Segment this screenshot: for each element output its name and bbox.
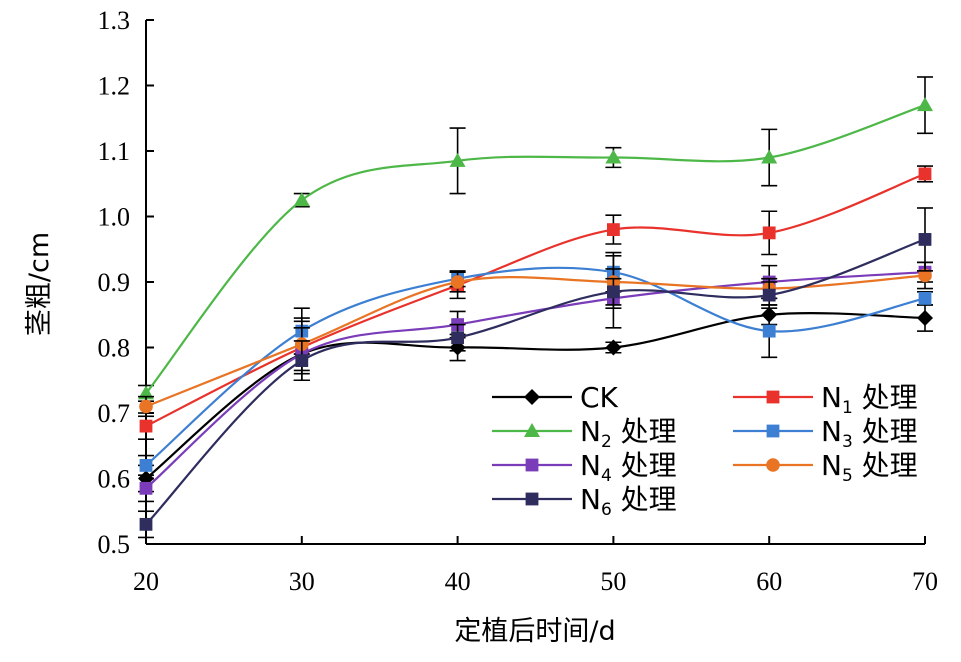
legend-label-subscript: 6 [601,500,612,520]
series-layer [138,76,933,539]
point-marker [918,167,932,181]
point-marker [139,517,153,531]
legend-label-base: CK [580,381,619,414]
legend-label-subscript: 4 [601,466,612,486]
series-line [145,238,926,526]
point-marker [605,339,622,356]
series-line [145,172,926,428]
legend-label: N6 处理 [580,483,677,520]
series-line [145,274,926,408]
legend-label: N3 处理 [821,415,918,452]
y-tick-label: 0.6 [98,465,131,494]
y-tick-label: 0.7 [98,399,131,428]
legend-label-subscript: 5 [842,466,853,486]
point-marker [917,97,933,112]
x-tick-label: 20 [133,567,159,596]
point-marker [607,223,620,236]
point-marker [917,310,933,327]
legend-label-suffix: 处理 [853,415,918,448]
y-ticks: 0.5 0.6 0.7 0.8 0.9 1.0 1.1 1.2 1.3 [98,6,154,559]
legend-label-suffix: 处理 [853,381,918,414]
point-marker [139,399,153,414]
axes: 0.5 0.6 0.7 0.8 0.9 1.0 1.1 1.2 1.3 20 30 40 50 60 70 [98,6,939,596]
point-marker [918,291,932,305]
point-marker [139,419,153,433]
legend-item: N2 处理 [492,415,677,452]
legend-label: N4 处理 [580,449,677,486]
legend-label: N1 处理 [821,381,918,418]
y-tick-label: 0.5 [98,530,131,559]
point-marker [295,354,309,367]
point-marker [139,459,153,472]
legend-label: N2 处理 [580,415,677,452]
legend-item: N1 处理 [733,381,918,418]
y-tick-label: 1.0 [98,203,131,232]
y-tick-label: 0.9 [98,268,131,297]
x-tick-label: 60 [756,567,782,596]
legend-item: N3 处理 [733,415,918,452]
point-marker [607,285,620,299]
point-marker [293,192,310,207]
legend-label-base: N [580,415,601,448]
legend-label-subscript: 3 [842,432,853,452]
legend-item: N5 处理 [733,449,918,486]
point-marker [605,149,622,164]
point-marker [524,389,540,405]
series-line [145,312,926,480]
legend-item: N4 处理 [492,449,677,486]
point-marker [525,458,539,472]
y-tick-label: 1.1 [98,137,131,166]
legend-label-base: N [821,381,842,414]
point-marker [762,288,776,302]
point-marker [449,152,466,167]
legend-label-suffix: 处理 [612,483,677,516]
legend-label-subscript: 1 [842,398,853,418]
legend-label-base: N [821,449,842,482]
x-tick-label: 50 [600,567,626,596]
y-axis-title: 茎粗/cm [24,232,55,336]
point-marker [918,233,932,246]
point-marker [766,390,780,404]
legend-item: N6 处理 [492,483,677,520]
series-line [145,266,926,467]
y-tick-label: 1.2 [98,72,131,101]
legend-label-suffix: 处理 [612,415,677,448]
legend-item: CK [492,381,619,414]
point-marker [450,275,465,289]
point-marker [139,481,153,495]
legend-label-base: N [821,415,842,448]
y-tick-label: 0.8 [98,334,131,363]
legend-label-base: N [580,483,601,516]
y-tick-label: 1.3 [98,6,131,35]
legend-label: CK [580,381,619,414]
point-marker [524,423,540,437]
point-marker [762,226,776,240]
point-marker [918,268,932,283]
series-2 [138,76,933,403]
x-tick-label: 30 [289,567,315,596]
series-line [145,104,926,395]
x-axis-title: 定植后时间/d [454,616,615,647]
legend-label: N5 处理 [821,449,918,486]
series-line [145,271,926,490]
point-marker [525,492,539,506]
series-6 [138,207,933,539]
point-marker [766,458,780,472]
legend-label-subscript: 2 [601,432,612,452]
legend-label-base: N [580,449,601,482]
point-marker [761,149,778,164]
point-marker [766,424,780,438]
point-marker [762,324,776,338]
legend-label-suffix: 处理 [853,449,918,482]
x-tick-label: 70 [912,567,938,596]
legend-label-suffix: 处理 [612,449,677,482]
x-tick-label: 40 [445,567,471,596]
series-5 [138,255,933,418]
point-marker [451,331,464,345]
